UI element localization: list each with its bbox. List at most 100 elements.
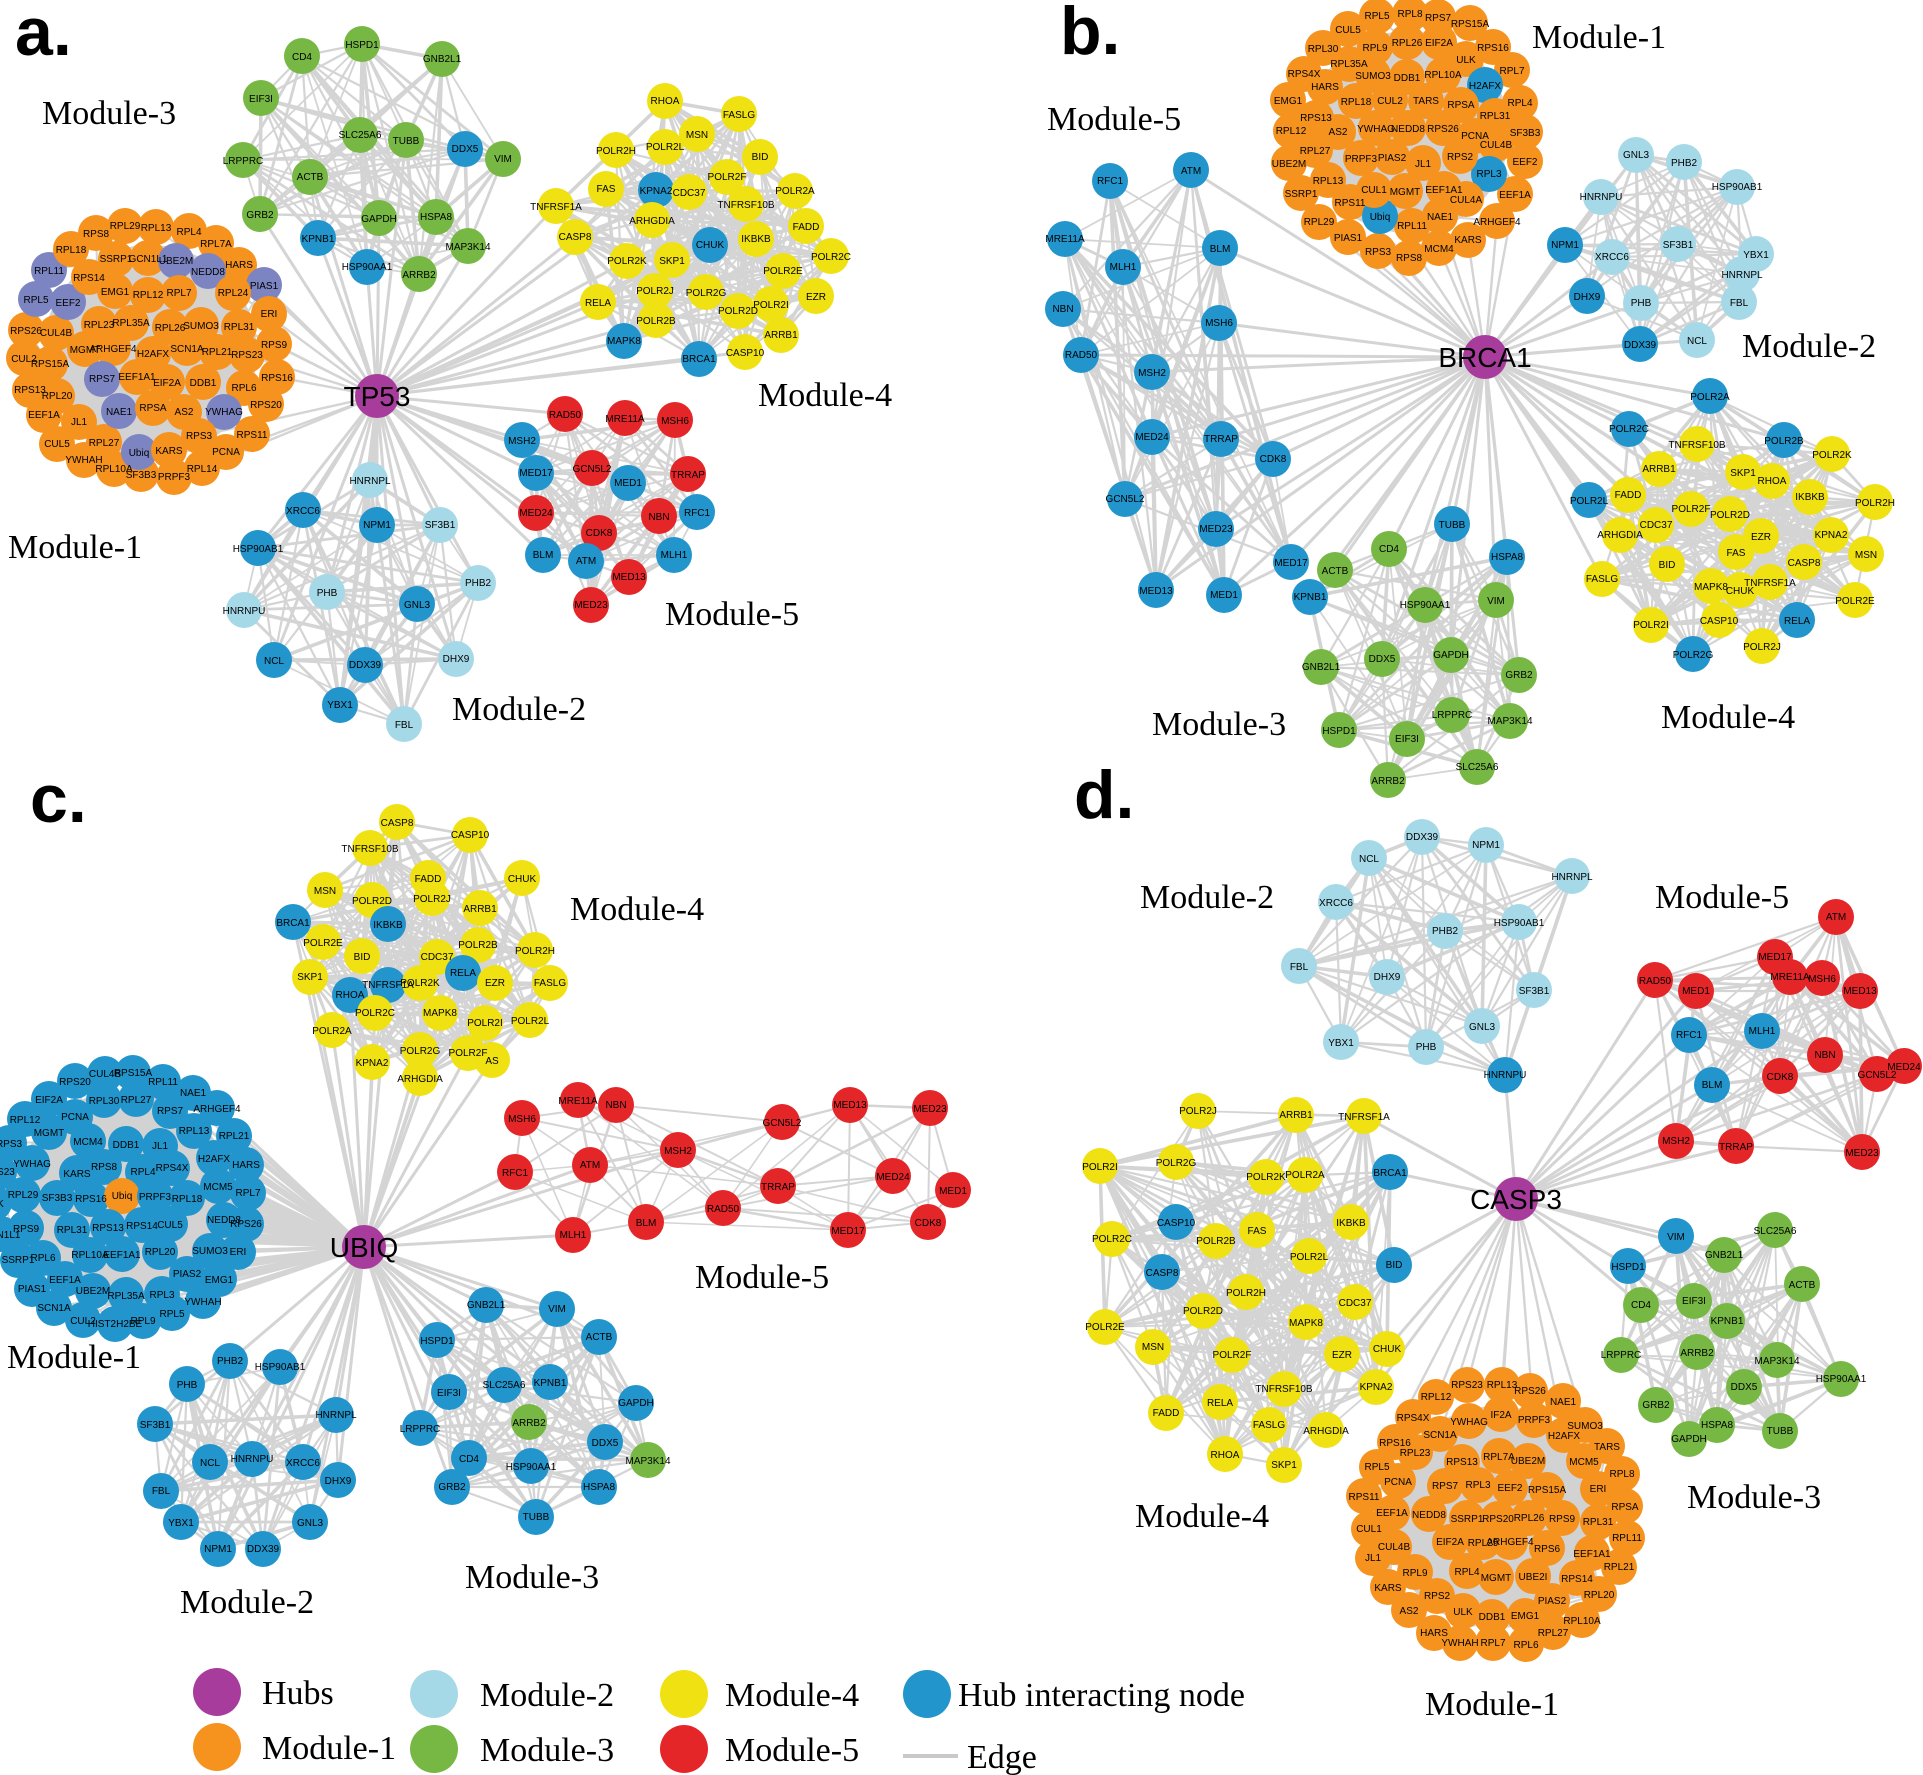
svg-text:HARS: HARS	[225, 260, 253, 271]
svg-text:SKP1: SKP1	[1730, 468, 1756, 479]
svg-text:MED24: MED24	[1887, 1062, 1921, 1073]
svg-text:MED17: MED17	[1274, 558, 1308, 569]
svg-text:RPL26: RPL26	[1392, 38, 1423, 49]
svg-text:PIAS1: PIAS1	[18, 1284, 47, 1295]
svg-text:CASP8: CASP8	[1146, 1268, 1179, 1279]
svg-text:RPL18: RPL18	[1341, 97, 1372, 108]
svg-text:CDK8: CDK8	[586, 528, 613, 539]
svg-text:YWHAG: YWHAG	[13, 1159, 51, 1170]
svg-text:PIAS1: PIAS1	[1334, 233, 1363, 244]
svg-text:TARS: TARS	[1594, 1442, 1620, 1453]
svg-text:MED1: MED1	[1210, 590, 1238, 601]
svg-text:VIM: VIM	[1487, 596, 1505, 607]
svg-text:TUBB: TUBB	[523, 1512, 550, 1523]
svg-text:SLC25A6: SLC25A6	[1456, 762, 1499, 773]
svg-text:MED24: MED24	[519, 508, 553, 519]
svg-text:VIM: VIM	[548, 1304, 566, 1315]
svg-text:RAD50: RAD50	[1639, 976, 1672, 987]
svg-text:ARHGEF4: ARHGEF4	[89, 344, 137, 355]
svg-text:RPL9: RPL9	[130, 1316, 155, 1327]
svg-text:MGMT: MGMT	[34, 1128, 65, 1139]
svg-text:RPS7: RPS7	[1425, 13, 1452, 24]
svg-text:POLR2J: POLR2J	[413, 894, 451, 905]
svg-text:KPNB1: KPNB1	[1711, 1316, 1744, 1327]
svg-text:DHX9: DHX9	[443, 654, 470, 665]
svg-text:a.: a.	[15, 0, 72, 70]
svg-text:ULK: ULK	[1453, 1607, 1473, 1618]
svg-text:JL1: JL1	[1365, 1553, 1382, 1564]
svg-text:EEF1A: EEF1A	[49, 1275, 81, 1286]
svg-text:MSH6: MSH6	[1205, 318, 1233, 329]
svg-text:RFC1: RFC1	[1097, 176, 1124, 187]
svg-text:POLR2L: POLR2L	[511, 1016, 550, 1027]
svg-text:TARS: TARS	[1413, 96, 1439, 107]
svg-text:KARS: KARS	[1454, 235, 1482, 246]
svg-text:RPS15A: RPS15A	[1528, 1485, 1567, 1496]
svg-text:RPL9: RPL9	[1362, 43, 1387, 54]
svg-text:SCN1A: SCN1A	[37, 1303, 71, 1314]
svg-text:RPS7: RPS7	[157, 1106, 184, 1117]
svg-text:POLR2G: POLR2G	[1673, 650, 1714, 661]
svg-text:MRE11A: MRE11A	[1770, 972, 1810, 983]
svg-text:GAPDH: GAPDH	[618, 1398, 654, 1409]
svg-text:Module-1: Module-1	[262, 1730, 396, 1767]
svg-text:CASP10: CASP10	[726, 348, 765, 359]
svg-text:RPS11: RPS11	[1349, 1492, 1380, 1503]
svg-text:DDX39: DDX39	[1406, 832, 1439, 843]
svg-text:RPS13: RPS13	[14, 385, 46, 396]
svg-text:POLR2C: POLR2C	[1092, 1234, 1132, 1245]
svg-text:RPS14: RPS14	[1561, 1574, 1593, 1585]
svg-text:GNB2L1: GNB2L1	[1302, 662, 1341, 673]
svg-text:AS: AS	[485, 1056, 499, 1067]
svg-text:PRPF3: PRPF3	[139, 1192, 172, 1203]
svg-text:TNFRSF1A: TNFRSF1A	[530, 202, 582, 213]
svg-text:PCNA: PCNA	[212, 447, 240, 458]
svg-text:POLR2B: POLR2B	[458, 940, 498, 951]
svg-text:POLR2K: POLR2K	[1812, 450, 1852, 461]
svg-text:PRPF3: PRPF3	[158, 472, 191, 483]
svg-text:CD4: CD4	[1379, 544, 1399, 555]
svg-text:YWHAG: YWHAG	[205, 407, 243, 418]
svg-text:RPL10A: RPL10A	[1424, 70, 1462, 81]
svg-text:BRCA1: BRCA1	[276, 918, 310, 929]
svg-text:BID: BID	[354, 952, 371, 963]
svg-text:GCN5L2: GCN5L2	[763, 1118, 802, 1129]
svg-text:RPL20: RPL20	[1584, 1590, 1615, 1601]
svg-text:HARS: HARS	[232, 1160, 260, 1171]
svg-text:FAS: FAS	[597, 184, 616, 195]
svg-text:BRCA1: BRCA1	[682, 354, 716, 365]
svg-text:RHOA: RHOA	[336, 990, 365, 1001]
svg-text:Module-5: Module-5	[665, 596, 799, 633]
svg-text:JL1: JL1	[71, 417, 88, 428]
svg-text:ERI: ERI	[261, 309, 278, 320]
svg-text:ACTB: ACTB	[586, 1332, 613, 1343]
svg-text:RPS7: RPS7	[89, 374, 116, 385]
svg-text:KPNB1: KPNB1	[1294, 592, 1327, 603]
svg-text:PIAS2: PIAS2	[173, 1269, 202, 1280]
svg-text:RPS23: RPS23	[0, 1167, 15, 1178]
svg-text:IF2A: IF2A	[1490, 1410, 1511, 1421]
svg-text:KARS: KARS	[1374, 1583, 1402, 1594]
svg-text:RPS15A: RPS15A	[31, 359, 70, 370]
svg-text:POLR2H: POLR2H	[1855, 498, 1895, 509]
svg-text:Module-4: Module-4	[758, 377, 892, 414]
svg-text:NCL: NCL	[1687, 336, 1707, 347]
svg-text:CUL2: CUL2	[1377, 96, 1403, 107]
svg-text:MED23: MED23	[574, 600, 608, 611]
svg-text:RPS16: RPS16	[1477, 43, 1509, 54]
svg-text:AS2: AS2	[1400, 1606, 1419, 1617]
svg-text:EZR: EZR	[1332, 1350, 1352, 1361]
svg-text:MCM5: MCM5	[1569, 1457, 1599, 1468]
svg-text:RPS3: RPS3	[186, 431, 213, 442]
svg-text:RPL23: RPL23	[1400, 1448, 1431, 1459]
svg-text:CHUK: CHUK	[508, 874, 537, 885]
svg-text:GNB2L1: GNB2L1	[467, 1300, 506, 1311]
svg-text:RPL12: RPL12	[1276, 126, 1307, 137]
svg-text:MED23: MED23	[1845, 1148, 1879, 1159]
svg-text:RPSA: RPSA	[139, 403, 167, 414]
svg-text:SUMO3: SUMO3	[183, 321, 219, 332]
svg-text:POLR2L: POLR2L	[1570, 496, 1609, 507]
svg-text:RPL24: RPL24	[218, 288, 249, 299]
svg-text:TNFRSF10B: TNFRSF10B	[341, 844, 399, 855]
svg-text:EIF2A: EIF2A	[153, 378, 181, 389]
